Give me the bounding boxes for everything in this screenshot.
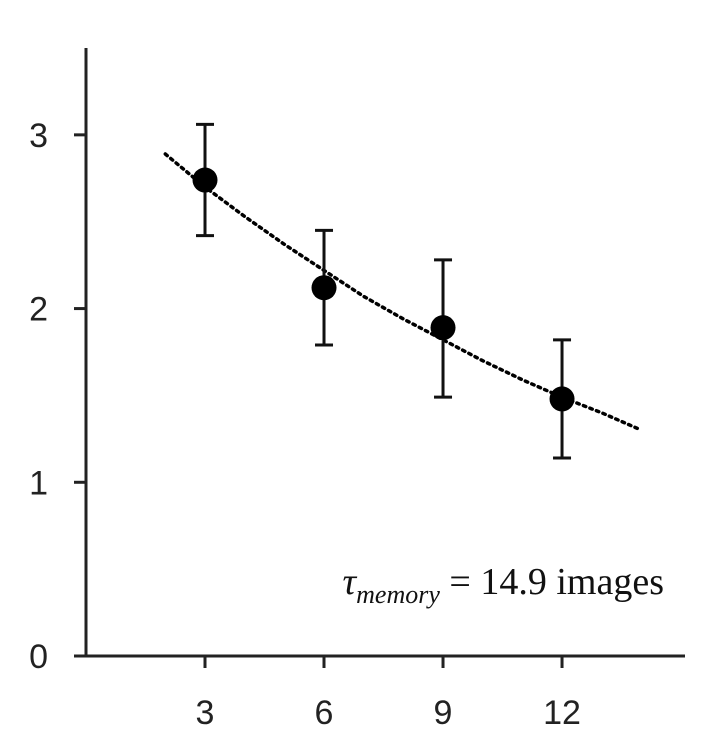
axes: [84, 48, 685, 658]
data-point: [430, 315, 456, 341]
error-bars: [196, 122, 572, 460]
y-tick-label: 0: [29, 638, 48, 676]
x-tick-label: 9: [434, 694, 453, 732]
y-tick-label: 3: [29, 117, 48, 155]
tau-annotation: τmemory = 14.9 images: [343, 561, 664, 609]
fit-curve: [163, 152, 640, 431]
x-tick-label: 6: [315, 694, 334, 732]
x-tick-label: 12: [543, 694, 581, 732]
x-ticks: 3 6 9 12: [196, 656, 581, 732]
y-tick-label: 2: [29, 291, 48, 329]
data-point: [311, 275, 337, 301]
data-point: [192, 167, 218, 193]
x-tick-label: 3: [196, 694, 215, 732]
y-tick-label: 1: [29, 464, 48, 502]
y-ticks: 0 1 2 3: [29, 117, 86, 676]
data-points: [192, 167, 575, 412]
data-point: [549, 386, 575, 412]
